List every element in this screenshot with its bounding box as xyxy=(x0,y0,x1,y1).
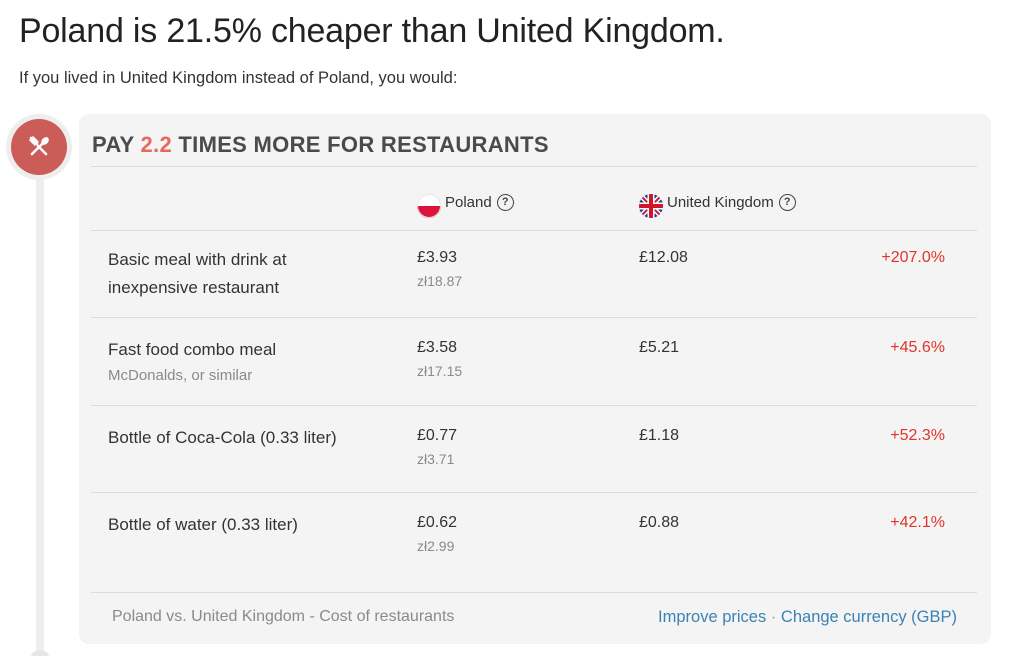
divider xyxy=(91,230,977,231)
poland-price: £0.62 zł2.99 xyxy=(417,514,457,554)
item-title: Fast food combo meal xyxy=(108,340,277,359)
price-difference: +42.1% xyxy=(890,514,945,531)
uk-flag-icon xyxy=(639,194,663,218)
poland-price-gbp: £0.62 xyxy=(417,514,458,531)
divider xyxy=(91,317,977,318)
item-name: Bottle of water (0.33 liter) xyxy=(108,515,298,534)
uk-price: £1.18 xyxy=(639,427,680,444)
column-label-poland: Poland xyxy=(445,193,492,211)
help-icon[interactable]: ? xyxy=(496,193,514,211)
title-multiplier: 2.2 xyxy=(140,132,172,157)
change-currency-link[interactable]: Change currency (GBP) xyxy=(780,608,957,626)
uk-price: £5.21 xyxy=(639,339,680,356)
category-badge xyxy=(6,114,72,180)
poland-price: £3.58 zł17.15 xyxy=(417,339,462,379)
poland-price-gbp: £0.77 xyxy=(417,427,458,444)
poland-price-local: zł3.71 xyxy=(417,451,455,467)
poland-price-local: zł18.87 xyxy=(417,273,463,289)
title-prefix: PAY xyxy=(92,132,135,157)
timeline-end xyxy=(30,650,50,656)
column-header-poland: Poland ? xyxy=(417,186,514,218)
item-subtitle: McDonalds, or similar xyxy=(108,367,253,384)
price-difference: +207.0% xyxy=(881,249,945,266)
restaurants-card: PAY 2.2 TIMES MORE FOR RESTAURANTS Polan… xyxy=(79,114,991,644)
poland-flag-icon xyxy=(417,194,441,218)
uk-price: £0.88 xyxy=(639,514,680,531)
divider xyxy=(91,592,977,593)
improve-prices-link[interactable]: Improve prices xyxy=(658,608,767,626)
item-name: Basic meal with drink at inexpensive res… xyxy=(108,250,287,297)
poland-price: £0.77 zł3.71 xyxy=(417,427,457,467)
poland-price: £3.93 zł18.87 xyxy=(417,249,462,289)
timeline-line xyxy=(36,160,44,656)
page-headline: Poland is 21.5% cheaper than United King… xyxy=(19,12,725,50)
footer-links: Improve prices · Change currency (GBP) xyxy=(658,608,957,627)
title-suffix: TIMES MORE FOR RESTAURANTS xyxy=(178,132,549,157)
price-difference: +52.3% xyxy=(890,427,945,444)
poland-price-local: zł2.99 xyxy=(417,538,455,554)
item-name: Fast food combo meal McDonalds, or simil… xyxy=(108,336,368,388)
poland-price-gbp: £3.93 xyxy=(417,249,458,266)
divider xyxy=(91,405,977,406)
page-subline: If you lived in United Kingdom instead o… xyxy=(19,69,458,87)
item-name: Bottle of Coca-Cola (0.33 liter) xyxy=(108,428,337,447)
footer-separator: · xyxy=(770,608,777,626)
poland-price-local: zł17.15 xyxy=(417,363,463,379)
card-title: PAY 2.2 TIMES MORE FOR RESTAURANTS xyxy=(92,132,549,158)
price-difference: +45.6% xyxy=(890,339,945,356)
poland-price-gbp: £3.58 xyxy=(417,339,458,356)
divider xyxy=(91,166,977,167)
help-icon[interactable]: ? xyxy=(778,193,796,211)
footer-caption: Poland vs. United Kingdom - Cost of rest… xyxy=(112,608,455,625)
column-header-uk: United Kingdom ? xyxy=(639,186,796,218)
divider xyxy=(91,492,977,493)
column-label-uk: United Kingdom xyxy=(667,193,774,211)
uk-price: £12.08 xyxy=(639,249,688,266)
fork-knife-icon xyxy=(29,136,49,156)
